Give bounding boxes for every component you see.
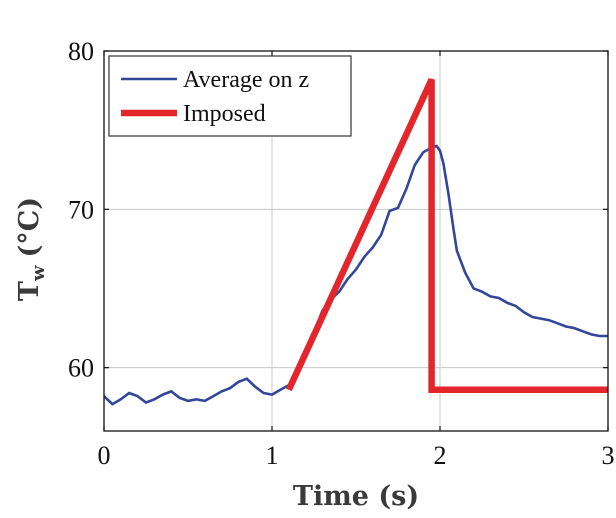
y-axis-title: Tw (°C) (14, 197, 49, 301)
y-axis-title-unit: (°C) (14, 197, 45, 258)
y-axis-title-main: T (14, 281, 45, 301)
legend-box (108, 55, 352, 137)
series-layer (103, 78, 608, 406)
y-tick-label: 80 (68, 37, 94, 66)
series-line-imposed (285, 78, 608, 394)
ticks: 0 1 2 3 60 70 80 (68, 37, 615, 470)
x-axis-title: Time (s) (293, 481, 419, 512)
legend-label-imposed: Imposed (183, 101, 266, 127)
y-axis-title-subscript: w (28, 265, 49, 282)
legend-label-average-on-z: Average on z (183, 67, 309, 93)
series-line-average-on-z (103, 144, 608, 406)
y-tick-label: 60 (68, 354, 94, 383)
legend: Average on z Imposed (108, 55, 352, 137)
y-tick-label: 70 (68, 195, 94, 224)
grid (104, 51, 608, 431)
plot-frame (103, 50, 609, 432)
x-tick-label: 2 (434, 441, 447, 470)
x-tick-label: 3 (602, 441, 615, 470)
x-tick-label: 1 (266, 441, 279, 470)
x-tick-label: 0 (98, 441, 111, 470)
